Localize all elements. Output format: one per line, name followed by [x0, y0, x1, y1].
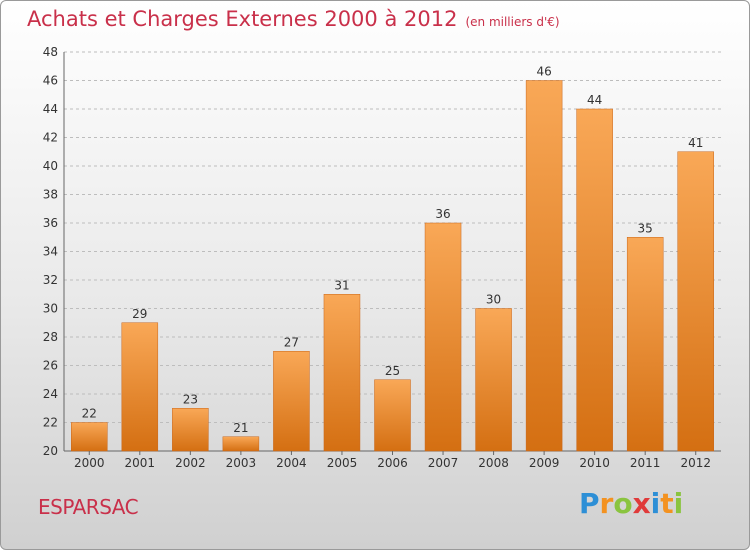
- chart-title-text: Achats et Charges Externes 2000 à 2012: [27, 7, 458, 31]
- x-tick-label: 2000: [74, 456, 105, 470]
- bar: [121, 322, 159, 452]
- data-label: 29: [132, 307, 147, 321]
- logo-letter: x: [632, 487, 651, 520]
- x-tick-label: 2002: [175, 456, 206, 470]
- y-tick-label: 40: [43, 159, 58, 173]
- commune-name: ESPARSAC: [38, 495, 139, 519]
- x-tick-label: 2012: [680, 456, 711, 470]
- x-tick-label: 2006: [377, 456, 408, 470]
- y-tick-label: 20: [43, 444, 58, 458]
- y-tick-label: 26: [43, 359, 58, 373]
- data-label: 31: [334, 278, 349, 292]
- bar: [677, 151, 714, 452]
- y-tick-label: 22: [43, 416, 58, 430]
- y-tick-label: 32: [43, 273, 58, 287]
- data-label: 27: [284, 335, 299, 349]
- data-label: 30: [486, 293, 501, 307]
- x-tick-label: 2001: [125, 456, 156, 470]
- y-tick-label: 48: [43, 45, 58, 59]
- x-tick-label: 2010: [579, 456, 610, 470]
- bar: [172, 408, 209, 452]
- data-label: 25: [385, 364, 400, 378]
- data-label: 41: [688, 136, 703, 150]
- bar: [525, 80, 563, 452]
- logo-letter: P: [579, 487, 600, 520]
- data-label: 22: [82, 407, 97, 421]
- logo-letter: o: [613, 487, 633, 520]
- data-label: 21: [233, 421, 248, 435]
- y-tick-label: 28: [43, 330, 58, 344]
- y-tick-label: 36: [43, 216, 58, 230]
- bar: [222, 436, 260, 452]
- bar: [374, 379, 411, 452]
- bar: [71, 422, 108, 452]
- x-tick-label: 2003: [226, 456, 257, 470]
- logo-letter: r: [599, 487, 614, 520]
- bar: [475, 308, 512, 452]
- bar: [576, 108, 613, 452]
- x-tick-label: 2005: [327, 456, 358, 470]
- data-label: 23: [183, 392, 198, 406]
- y-tick-label: 42: [43, 131, 58, 145]
- bar: [273, 351, 310, 452]
- y-tick-label: 34: [43, 245, 58, 259]
- data-label: 36: [435, 207, 450, 221]
- logo-letter: i: [650, 487, 661, 520]
- x-tick-label: 2009: [529, 456, 560, 470]
- x-tick-label: 2008: [478, 456, 509, 470]
- y-tick-label: 24: [43, 387, 58, 401]
- chart-title: Achats et Charges Externes 2000 à 2012 (e…: [27, 7, 560, 31]
- proxiti-logo: Proxiti: [579, 487, 683, 520]
- bar: [323, 294, 361, 452]
- x-tick-label: 2004: [276, 456, 307, 470]
- bar: [424, 222, 462, 452]
- x-tick-label: 2011: [630, 456, 661, 470]
- data-label: 46: [536, 65, 551, 79]
- y-tick-label: 46: [43, 74, 58, 88]
- data-label: 35: [638, 221, 653, 235]
- chart-subtitle: (en milliers d'€): [465, 15, 560, 29]
- y-tick-label: 44: [43, 102, 58, 116]
- bar: [626, 237, 664, 452]
- y-tick-label: 30: [43, 302, 58, 316]
- data-label: 44: [587, 93, 602, 107]
- y-tick-label: 38: [43, 188, 58, 202]
- x-tick-label: 2007: [428, 456, 459, 470]
- logo-letter: i: [673, 487, 684, 520]
- logo-letter: t: [660, 487, 674, 520]
